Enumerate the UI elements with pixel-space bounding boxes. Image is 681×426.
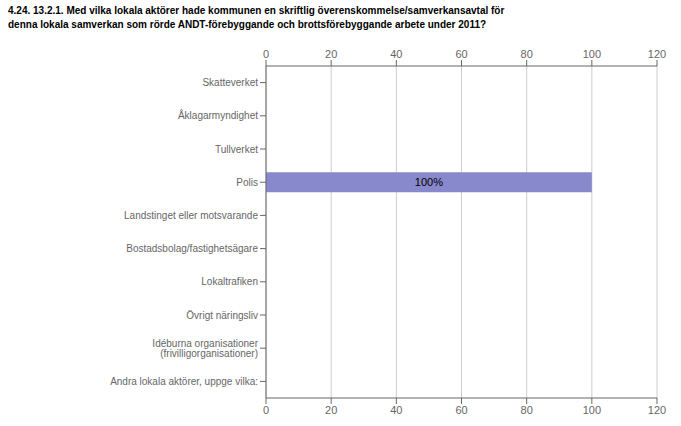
html-text:4.24. 13.2.1. Med vilka lokala: 4.24. 13.2.1. Med vilka lokala aktörer h… — [8, 5, 505, 16]
svg-text:40: 40 — [390, 404, 402, 416]
svg-text:Andra lokala aktörer, uppge vi: Andra lokala aktörer, uppge vilka: — [110, 376, 258, 387]
svg-text:40: 40 — [390, 48, 402, 60]
svg-text:Skatteverket: Skatteverket — [202, 77, 258, 88]
svg-text:120: 120 — [648, 48, 666, 60]
svg-text:100: 100 — [583, 404, 601, 416]
svg-text:0: 0 — [263, 404, 269, 416]
svg-text:Idéburna organisationer(frivil: Idéburna organisationer(frivilligorganis… — [152, 338, 258, 359]
svg-text:0: 0 — [263, 48, 269, 60]
svg-text:100: 100 — [583, 48, 601, 60]
svg-text:Tullverket: Tullverket — [215, 144, 258, 155]
svg-text:120: 120 — [648, 404, 666, 416]
svg-text:Landstinget eller motsvarande: Landstinget eller motsvarande — [124, 210, 258, 221]
svg-text:Lokaltrafiken: Lokaltrafiken — [201, 276, 258, 287]
svg-text:80: 80 — [521, 48, 533, 60]
svg-text:Övrigt näringsliv: Övrigt näringsliv — [186, 310, 258, 321]
html-text:denna lokala samverkan som rör: denna lokala samverkan som rörde ANDT-fö… — [8, 19, 487, 30]
svg-text:20: 20 — [325, 404, 337, 416]
svg-text:Polis: Polis — [236, 177, 258, 188]
svg-text:60: 60 — [455, 48, 467, 60]
svg-text:100%: 100% — [415, 176, 443, 188]
svg-text:60: 60 — [455, 404, 467, 416]
svg-text:Bostadsbolag/fastighetsägare: Bostadsbolag/fastighetsägare — [126, 243, 258, 254]
svg-text:Åklagarmyndighet: Åklagarmyndighet — [178, 109, 258, 121]
svg-text:20: 20 — [325, 48, 337, 60]
svg-text:80: 80 — [521, 404, 533, 416]
